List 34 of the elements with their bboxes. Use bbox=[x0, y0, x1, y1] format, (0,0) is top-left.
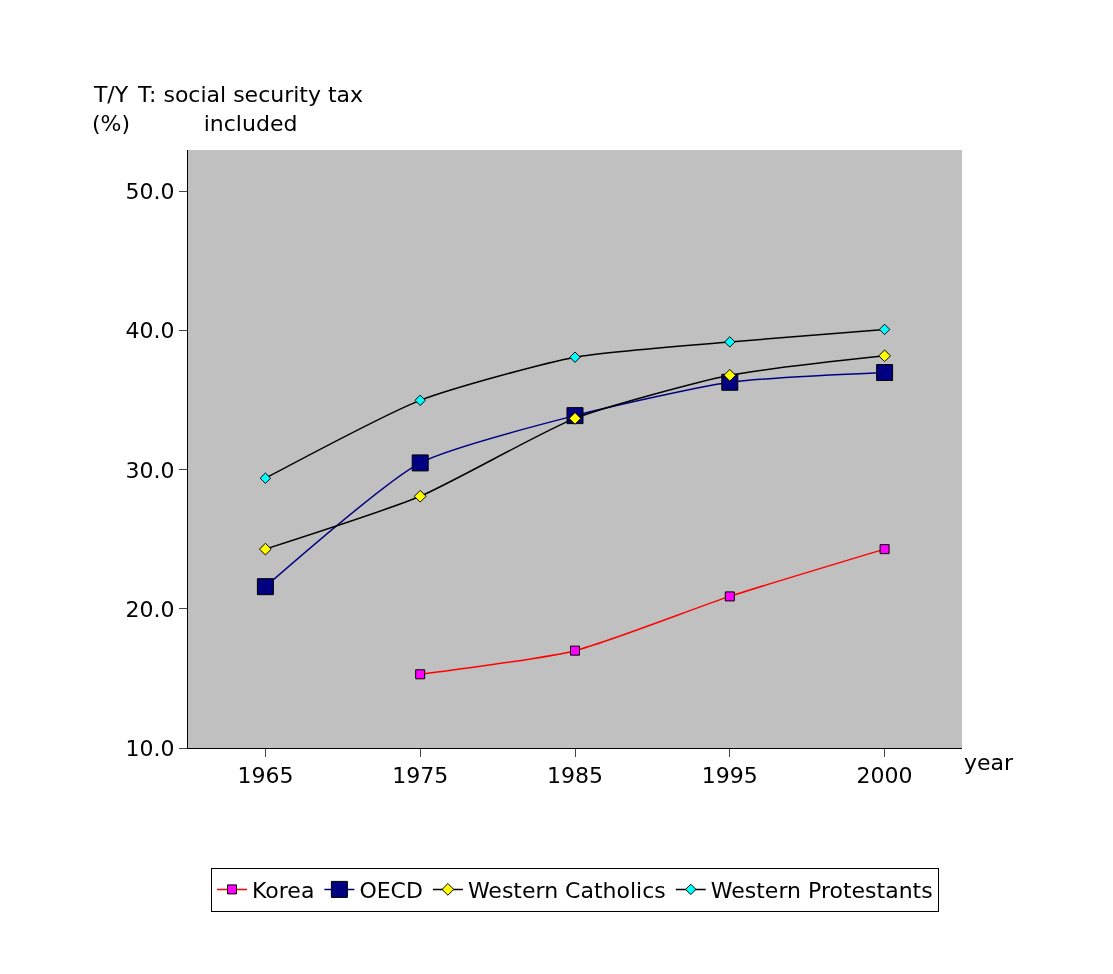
x-tick-label: 2000 bbox=[856, 763, 913, 789]
y-tick-label: 20.0 bbox=[125, 596, 175, 622]
legend-label: Western Protestants bbox=[710, 877, 933, 903]
point bbox=[568, 412, 582, 425]
y-tick-label: 40.0 bbox=[125, 318, 175, 344]
x-tick-label: 1995 bbox=[701, 763, 758, 789]
x-tick-label: 1965 bbox=[237, 763, 294, 789]
text: T: social security tax included bbox=[137, 82, 364, 136]
y-tick-label: 50.0 bbox=[125, 179, 175, 205]
legend-label: OECD bbox=[359, 877, 423, 903]
point bbox=[259, 472, 272, 484]
legend-label: Western Catholics bbox=[467, 877, 666, 903]
y-tick-label: 10.0 bbox=[125, 735, 175, 761]
x-tick-label: 1985 bbox=[547, 763, 603, 789]
point bbox=[876, 364, 894, 382]
x-axis-title: year bbox=[964, 750, 1015, 775]
point bbox=[413, 489, 427, 503]
point bbox=[414, 394, 426, 407]
y-axis-title: T/Y (%) bbox=[92, 82, 131, 136]
point bbox=[570, 645, 580, 656]
point bbox=[724, 336, 736, 348]
point bbox=[879, 544, 890, 555]
y-tick-label: 30.0 bbox=[125, 457, 175, 483]
point bbox=[415, 669, 426, 680]
point bbox=[569, 351, 581, 363]
point bbox=[878, 349, 891, 363]
point bbox=[256, 578, 274, 596]
point bbox=[724, 591, 735, 602]
point bbox=[259, 542, 272, 556]
point bbox=[878, 323, 891, 336]
point bbox=[411, 454, 429, 472]
legend-label: Korea bbox=[252, 877, 315, 903]
point bbox=[723, 368, 737, 382]
x-tick-label: 1975 bbox=[392, 763, 449, 789]
